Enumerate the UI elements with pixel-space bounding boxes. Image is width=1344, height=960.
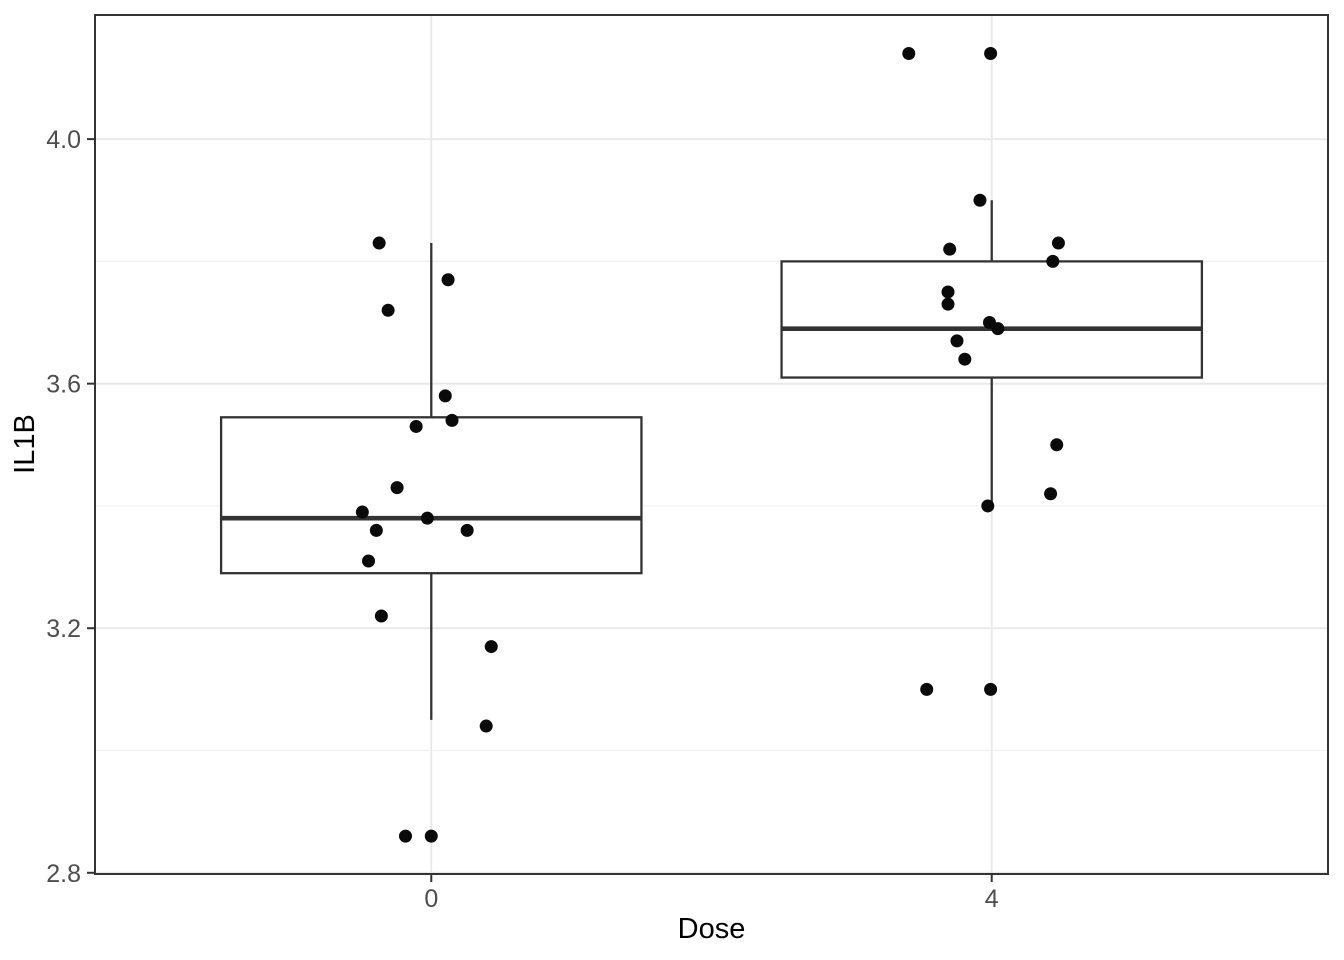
data-point bbox=[984, 47, 998, 61]
y-tick-label: 3.6 bbox=[46, 371, 81, 399]
data-point bbox=[438, 389, 452, 403]
boxplot-dose-0 bbox=[219, 243, 643, 720]
data-point bbox=[445, 413, 459, 427]
data-point bbox=[902, 47, 916, 61]
data-point bbox=[479, 719, 493, 733]
y-axis: 2.8 3.2 3.6 4.0 bbox=[46, 126, 95, 888]
data-point bbox=[398, 829, 412, 843]
y-tick-label: 2.8 bbox=[46, 860, 81, 888]
data-point bbox=[981, 499, 995, 513]
data-point bbox=[374, 609, 388, 623]
data-point bbox=[941, 297, 955, 311]
panel-border bbox=[94, 14, 1329, 875]
y-tick-label: 4.0 bbox=[46, 126, 81, 154]
data-point bbox=[1044, 487, 1058, 501]
x-axis-title: Dose bbox=[677, 913, 746, 945]
data-point bbox=[484, 640, 498, 654]
data-point bbox=[941, 285, 955, 299]
data-point bbox=[390, 481, 404, 495]
data-point bbox=[958, 352, 972, 366]
data-point bbox=[984, 682, 998, 696]
data-point bbox=[1051, 236, 1065, 250]
data-point bbox=[1050, 438, 1064, 452]
data-point bbox=[943, 242, 957, 256]
jitter-points-dose-0 bbox=[355, 236, 498, 843]
data-point bbox=[420, 511, 434, 525]
data-point bbox=[1046, 254, 1060, 268]
x-tick-label: 4 bbox=[985, 885, 999, 913]
data-point bbox=[372, 236, 386, 250]
data-point bbox=[973, 193, 987, 207]
data-point bbox=[369, 523, 383, 537]
box-iqr bbox=[219, 416, 643, 575]
data-point bbox=[460, 523, 474, 537]
x-tick-label: 0 bbox=[424, 885, 438, 913]
jitter-points-dose-4 bbox=[902, 47, 1065, 696]
data-point bbox=[950, 334, 964, 348]
data-point bbox=[424, 829, 438, 843]
data-point bbox=[991, 322, 1005, 336]
data-point bbox=[441, 273, 455, 287]
y-axis-title: IL1B bbox=[9, 414, 42, 474]
data-point bbox=[409, 419, 423, 433]
y-tick-label: 3.2 bbox=[46, 615, 81, 643]
data-point bbox=[920, 682, 934, 696]
gridlines-major bbox=[95, 15, 1328, 874]
data-point bbox=[362, 554, 376, 568]
data-point bbox=[355, 505, 369, 519]
data-point bbox=[381, 303, 395, 317]
